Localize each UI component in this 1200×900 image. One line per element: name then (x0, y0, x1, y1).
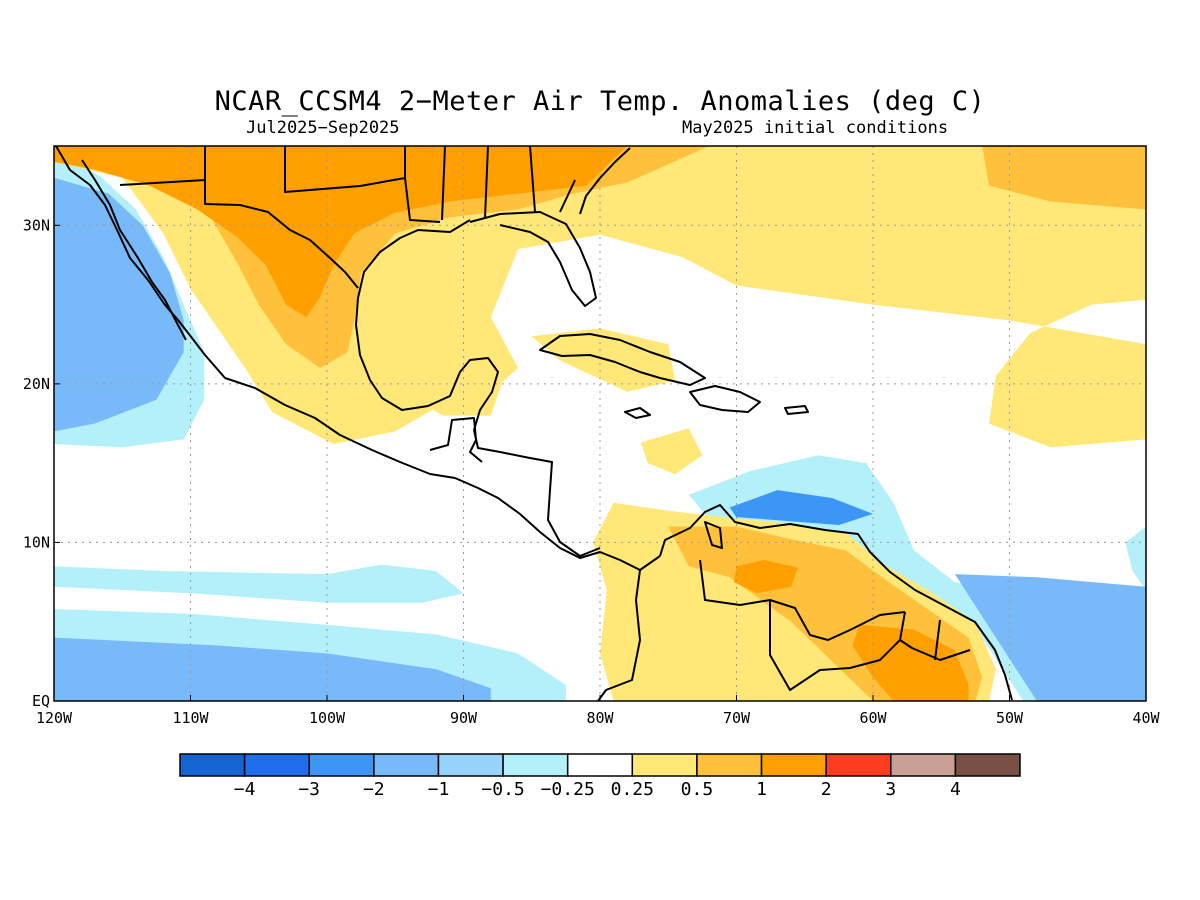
anomaly-region-cold-neg2-caribbean (729, 490, 873, 525)
coast-north-america (55, 146, 456, 479)
initial-conditions: May2025 initial conditions (682, 118, 949, 138)
border-sa-1 (699, 559, 906, 641)
anomaly-region-warm-1-north (54, 146, 628, 318)
x-tick-label: 60W (859, 709, 887, 727)
coast-caribbean-central (473, 429, 601, 557)
colorbar-swatch (954, 753, 1021, 777)
anomaly-region-warm-025-cuba (531, 328, 676, 392)
colorbar-label: −0.5 (481, 779, 524, 800)
colorbar-label: −2 (363, 779, 385, 800)
coast-atlantic (579, 147, 631, 215)
coast-gulf (355, 219, 499, 431)
anomaly-region-warm-025-yucatan (395, 352, 505, 416)
colorbar-swatch (502, 753, 569, 777)
anomaly-region-warm-025-central-caribbean (640, 428, 703, 475)
coast-south-america (659, 504, 1013, 701)
x-tick-label: 120W (36, 709, 73, 727)
colorbar-label: 3 (885, 779, 896, 800)
coast-puerto-rico (784, 405, 809, 415)
anomaly-region-cold-neg05-band (54, 564, 464, 603)
coast-central-america (454, 477, 661, 571)
y-tick-label: 30N (23, 216, 50, 234)
anomaly-region-warm-05-east (982, 146, 1146, 210)
coast-maracaibo (704, 521, 723, 549)
y-tick-label: EQ (32, 692, 50, 710)
colorbar-label: −0.25 (541, 779, 595, 800)
x-tick-label: 100W (309, 709, 346, 727)
colorbar-swatch (243, 753, 310, 777)
coast-baja (81, 159, 187, 341)
anomaly-region-cold-neg1-equatorial (54, 637, 491, 701)
colorbar-label: 0.5 (681, 779, 714, 800)
colorbar-swatch (437, 753, 504, 777)
colorbar-swatch (631, 753, 698, 777)
colorbar-swatch (566, 753, 634, 777)
colorbar-label: 1 (756, 779, 767, 800)
border-guatemala (429, 417, 483, 463)
chart-title: NCAR_CCSM4 2−Meter Air Temp. Anomalies (… (214, 86, 986, 117)
border-states (204, 146, 576, 223)
border-sa-2 (769, 600, 971, 691)
coast-cuba (539, 333, 706, 386)
y-tick-label: 20N (23, 375, 50, 393)
anomaly-region-cold-neg1 (54, 177, 184, 432)
x-tick-label: 50W (996, 709, 1024, 727)
anomaly-region-warm-1-venezuela (733, 559, 798, 594)
coast-florida (469, 211, 597, 307)
border-us-mexico (119, 179, 359, 289)
x-tick-label: 40W (1132, 709, 1160, 727)
colorbar-label: −3 (298, 779, 320, 800)
anomaly-region-warm-1-guyana (852, 624, 969, 701)
colorbar-label: −1 (428, 779, 450, 800)
colorbar-label: 0.25 (611, 779, 654, 800)
coastlines (55, 146, 1013, 701)
colorbar-label: 2 (821, 779, 832, 800)
axis-ticks: 120W 110W 100W 90W 80W 70W 60W 50W 40W EQ 10N 20N 30… (23, 216, 1161, 727)
forecast-period: Jul2025−Sep2025 (246, 118, 400, 138)
colorbar-swatch (373, 753, 440, 777)
colorbar-swatch (890, 753, 957, 777)
coast-hispaniola (689, 385, 761, 413)
coast-pacific-sa (597, 569, 641, 701)
y-tick-label: 10N (23, 533, 50, 551)
x-tick-label: 80W (586, 709, 614, 727)
coast-jamaica (624, 407, 651, 419)
x-tick-label: 90W (450, 709, 478, 727)
border-sa-3 (899, 611, 941, 661)
colorbar-swatch (825, 753, 892, 777)
colorbar-swatch (696, 753, 763, 777)
colorbar: −4 −3 −2 −1 −0.5 −0.25 0.25 0.5 1 2 3 4 (179, 753, 1021, 800)
colorbar-swatch (760, 753, 827, 777)
colorbar-label: 4 (950, 779, 961, 800)
anomaly-region-cold-neg1-east (954, 574, 1146, 701)
colorbar-swatch (308, 753, 375, 777)
graticule (54, 146, 1146, 701)
colorbar-label: −4 (234, 779, 256, 800)
x-tick-label: 110W (172, 709, 209, 727)
x-tick-label: 70W (723, 709, 751, 727)
colorbar-swatch (179, 753, 246, 777)
